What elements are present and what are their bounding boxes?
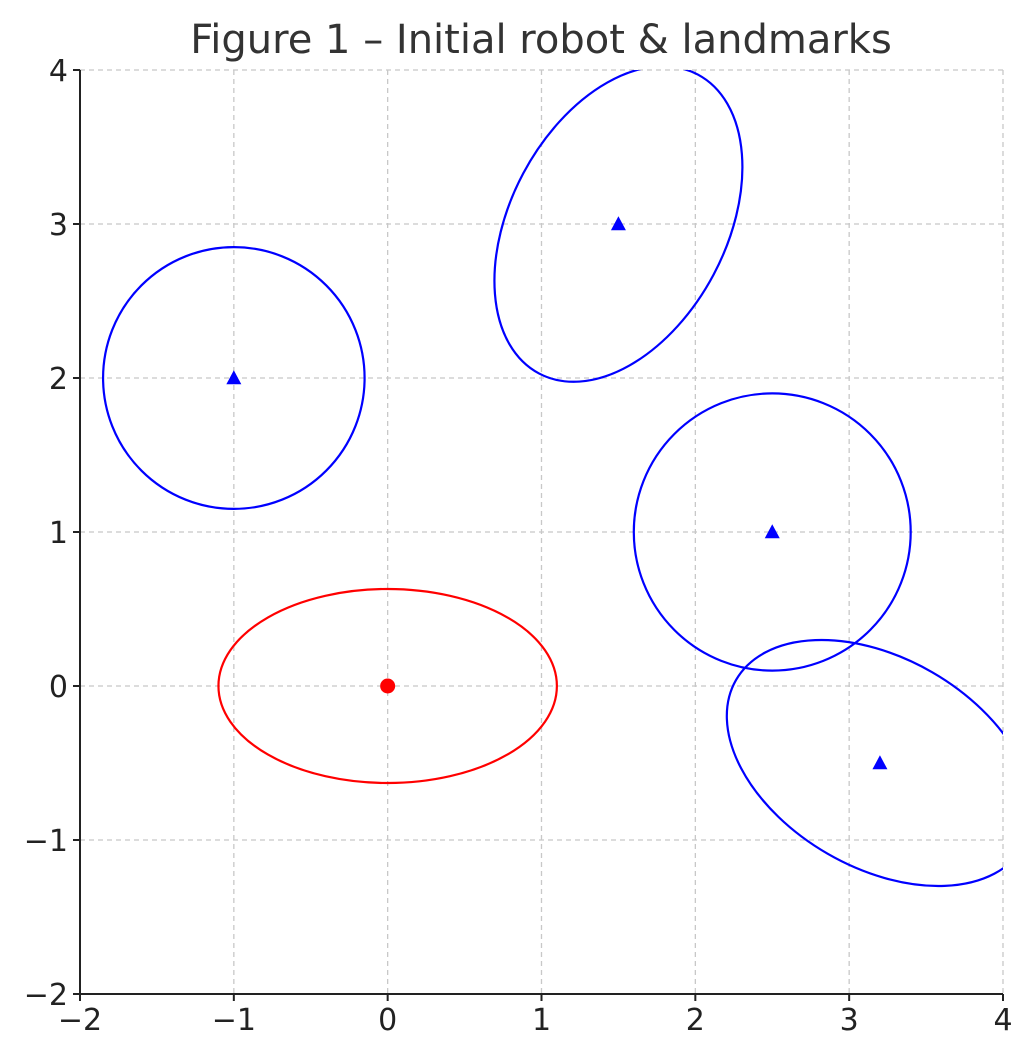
uncertainty-ellipse-1 (101, 246, 366, 510)
x-tick-label: 0 (378, 1003, 397, 1038)
robot-marker (380, 678, 396, 694)
landmark-marker-1 (610, 216, 626, 231)
grid (80, 69, 1004, 994)
x-tick-label: 4 (993, 1003, 1012, 1038)
uncertainty-ellipses (101, 70, 1003, 888)
data-markers (226, 216, 888, 770)
y-tick-label: −2 (24, 978, 68, 1013)
y-tick-label: 2 (49, 362, 68, 397)
chart-title: Figure 1 – Initial robot & landmarks (190, 17, 892, 63)
axes: −2 −1 0 1 2 3 4 −2 −1 0 1 2 3 4 (24, 54, 1013, 1038)
landmark-marker-2 (764, 524, 780, 539)
x-tick-label: 3 (840, 1003, 859, 1038)
uncertainty-ellipse-3 (632, 392, 912, 672)
x-tick-label: −2 (58, 1003, 102, 1038)
landmark-marker-0 (226, 370, 242, 385)
x-tick-label: 2 (686, 1003, 705, 1038)
y-tick-label: 4 (49, 54, 68, 89)
y-tick-label: −1 (24, 824, 68, 859)
uncertainty-ellipse-2 (493, 70, 744, 383)
x-tick-label: 1 (532, 1003, 551, 1038)
x-tick-label: −1 (212, 1003, 256, 1038)
y-tick-label: 3 (49, 208, 68, 243)
y-tick-label: 1 (49, 516, 68, 551)
uncertainty-ellipse-4 (725, 638, 1003, 888)
uncertainty-ellipse-0 (217, 587, 558, 785)
y-tick-label: 0 (49, 670, 68, 705)
landmark-marker-3 (872, 755, 888, 770)
